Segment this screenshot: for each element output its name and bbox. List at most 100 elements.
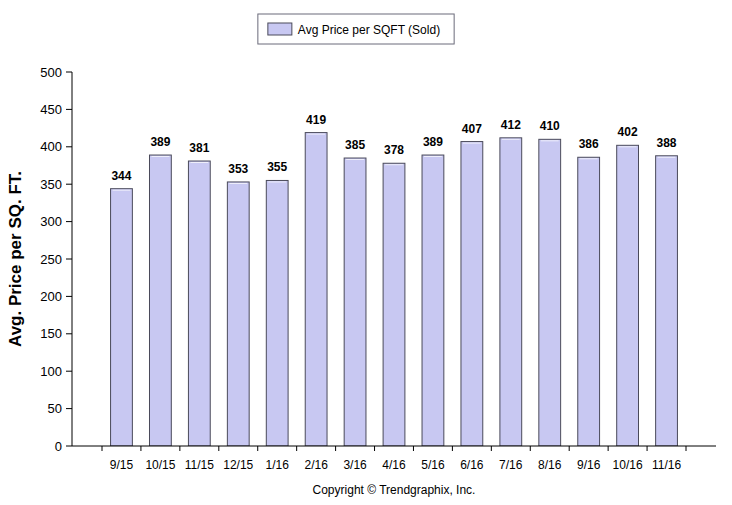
y-axis-line (72, 72, 73, 446)
x-axis-line (72, 446, 716, 447)
y-tick-label: 450 (40, 102, 62, 117)
bar (656, 156, 678, 446)
y-tick-label: 0 (55, 439, 62, 454)
x-tick (413, 446, 414, 451)
y-tick-label: 300 (40, 214, 62, 229)
legend-label: Avg Price per SQFT (Sold) (298, 23, 440, 37)
x-tick (452, 446, 453, 451)
data-label: 378 (384, 143, 404, 157)
x-tick (491, 446, 492, 451)
data-label: 381 (189, 141, 209, 155)
y-tick-label: 100 (40, 364, 62, 379)
y-tick-label: 200 (40, 289, 62, 304)
bar (461, 142, 483, 446)
x-tick (179, 446, 180, 451)
bar-highlight (229, 183, 247, 184)
data-label: 412 (501, 118, 521, 132)
y-tick (66, 184, 72, 185)
bar (344, 158, 366, 446)
data-label: 389 (150, 135, 170, 149)
y-tick-label: 150 (40, 326, 62, 341)
bars (111, 133, 678, 446)
x-tick (569, 446, 570, 451)
x-tick (296, 446, 297, 451)
bar-highlight (658, 157, 676, 158)
annotation: Copyright © Trendgraphix, Inc. (313, 483, 476, 497)
bar-highlight (502, 139, 520, 140)
legend-swatch (268, 23, 292, 35)
bar-highlight (619, 146, 637, 147)
y-tick (66, 109, 72, 110)
chart-svg: 0 50 100 150 200 250 300 350 400 450 500 Avg. Price… (0, 0, 732, 505)
bar-highlight (580, 158, 598, 159)
bar (305, 133, 327, 446)
x-tick (374, 446, 375, 451)
bar (266, 180, 288, 446)
data-label: 344 (111, 169, 131, 183)
y-axis-label: Avg. Price per SQ. FT. (6, 171, 25, 347)
data-label: 353 (228, 162, 248, 176)
x-tick (608, 446, 609, 451)
x-tick-label: 2/16 (304, 458, 328, 472)
x-tick (218, 446, 219, 451)
bar (500, 138, 522, 446)
data-label: 419 (306, 113, 326, 127)
x-tick (647, 446, 648, 451)
x-tick-label: 9/16 (577, 458, 601, 472)
y-tick (66, 146, 72, 147)
x-tick-label: 3/16 (343, 458, 367, 472)
bar-highlight (268, 181, 286, 182)
bar-highlight (151, 156, 169, 157)
bar (578, 157, 600, 446)
data-labels: 3443893813533554193853783894074124103864… (111, 113, 676, 183)
y-tick (66, 371, 72, 372)
bar (227, 182, 249, 446)
x-tick (257, 446, 258, 451)
bar (188, 161, 210, 446)
y-tick (66, 333, 72, 334)
legend-box (258, 14, 454, 44)
bar (383, 163, 405, 446)
bar-highlight (190, 162, 208, 163)
chart-container: 0 50 100 150 200 250 300 350 400 450 500 Avg. Price… (0, 0, 732, 505)
bar (149, 155, 171, 446)
y-tick-label: 400 (40, 139, 62, 154)
y-tick (66, 221, 72, 222)
x-tick-label: 10/15 (145, 458, 175, 472)
data-label: 402 (618, 125, 638, 139)
y-tick-label: 500 (40, 65, 62, 80)
bar-highlight (463, 143, 481, 144)
x-tick-label: 1/16 (266, 458, 290, 472)
data-label: 385 (345, 138, 365, 152)
bar-highlight (541, 140, 559, 141)
bar-highlight (307, 134, 325, 135)
y-tick (66, 259, 72, 260)
x-tick-label: 11/16 (652, 458, 681, 472)
x-tick-label: 7/16 (499, 458, 523, 472)
x-tick-label: 9/15 (110, 458, 134, 472)
x-tick (102, 446, 103, 451)
bar-highlight (424, 156, 442, 157)
bar (111, 189, 133, 446)
y-tick-label: 250 (40, 252, 62, 267)
y-tick-label: 50 (48, 401, 62, 416)
x-tick-label: 5/16 (421, 458, 445, 472)
data-label: 386 (579, 137, 599, 151)
x-tick (530, 446, 531, 451)
x-tick-label: 10/16 (613, 458, 643, 472)
data-label: 407 (462, 122, 482, 136)
x-tick (686, 446, 687, 451)
data-label: 355 (267, 160, 287, 174)
x-tick-label: 12/15 (223, 458, 253, 472)
bar (617, 145, 639, 446)
y-axis: 0 50 100 150 200 250 300 350 400 450 500 (40, 65, 72, 454)
data-label: 388 (657, 136, 677, 150)
data-label: 389 (423, 135, 443, 149)
bar (539, 139, 561, 446)
y-tick (66, 72, 72, 73)
bar (422, 155, 444, 446)
bar-highlight (113, 190, 131, 191)
x-axis: 9/1510/1511/1512/151/162/163/164/165/166… (72, 446, 716, 472)
y-tick-label: 350 (40, 177, 62, 192)
x-tick-label: 11/15 (185, 458, 214, 472)
